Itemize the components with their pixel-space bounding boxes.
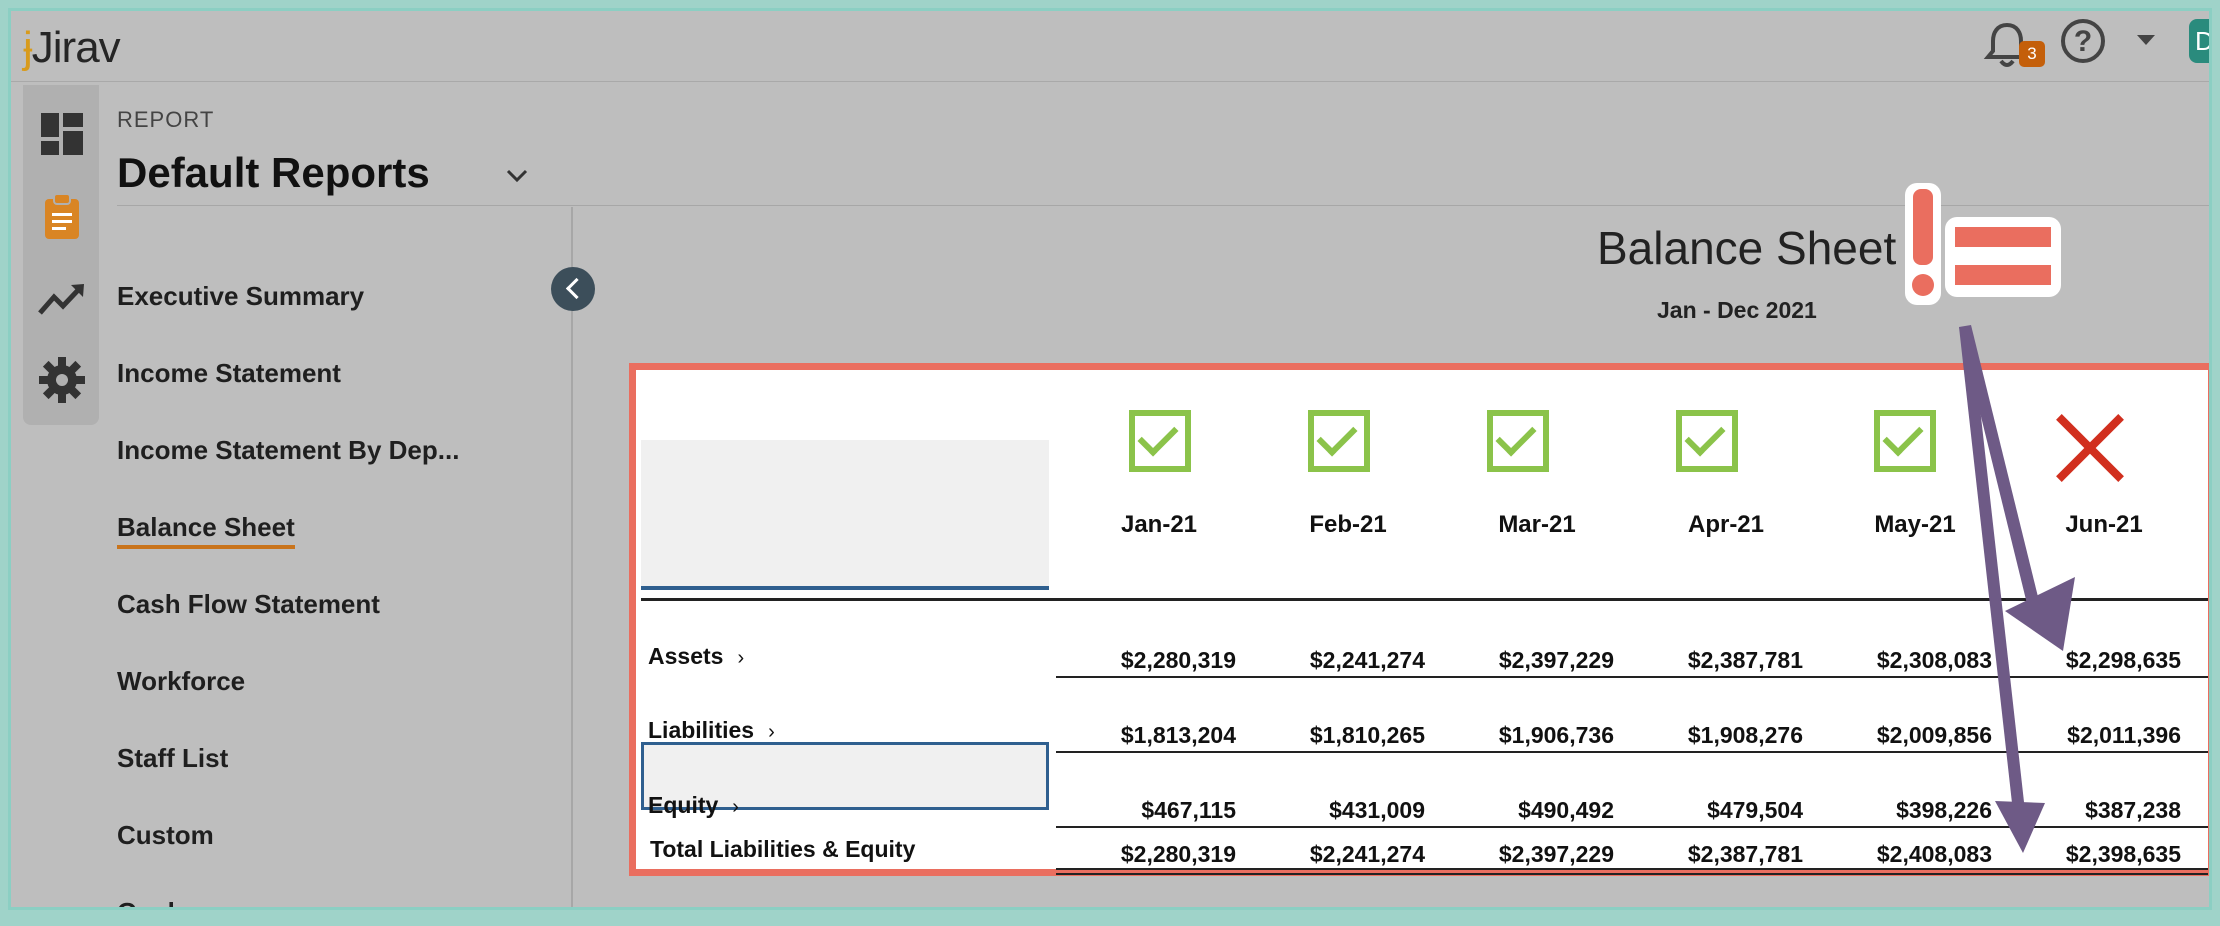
alert-list-icon	[1905, 183, 2061, 305]
cell-liabilities-feb: $1,810,265	[1309, 722, 1425, 748]
cell-assets-may: $2,308,083	[1876, 647, 1992, 673]
month-header-may: May-21	[1874, 511, 1956, 538]
sidebar-item-balance-sheet[interactable]: Balance Sheet	[117, 512, 295, 549]
status-x-icon	[2052, 410, 2128, 486]
month-header-jan: Jan-21	[1120, 511, 1198, 538]
help-icon[interactable]: ?	[2061, 19, 2105, 63]
chevron-right-icon[interactable]: ›	[768, 721, 775, 743]
sidebar-item-cash-flow-statement[interactable]: Cash Flow Statement	[117, 589, 380, 619]
chevron-right-icon[interactable]: ›	[732, 796, 739, 818]
chevron-down-icon[interactable]	[2137, 35, 2155, 45]
app-window: ɉJirav 3 ? D	[8, 8, 2212, 910]
cell-assets-feb: $2,241,274	[1309, 647, 1425, 673]
clipboard-icon[interactable]	[37, 191, 87, 241]
report-title: Balance Sheet	[1597, 222, 1897, 274]
jirav-logo[interactable]: ɉJirav	[23, 23, 121, 72]
gear-icon[interactable]	[37, 355, 87, 405]
cell-liabilities-jan: $1,813,204	[1120, 722, 1236, 748]
icon-rail	[23, 85, 99, 425]
cell-liabilities-jun: $2,011,396	[2067, 722, 2181, 748]
month-header-mar: Mar-21	[1498, 511, 1576, 538]
row-label-assets[interactable]: Assets ›	[648, 643, 745, 669]
sidebar-item-income-statement-by-dept[interactable]: Income Statement By Dep...	[117, 435, 460, 465]
row-rule	[1056, 826, 2208, 828]
notification-count-badge: 3	[2019, 41, 2045, 67]
header-divider	[117, 205, 2209, 206]
avatar[interactable]: D	[2189, 19, 2209, 63]
chevron-right-icon[interactable]: ›	[737, 647, 745, 669]
cell-total-jan: $2,280,319	[1120, 841, 1236, 867]
cell-total-feb: $2,241,274	[1309, 841, 1425, 867]
status-check-icon	[1129, 410, 1191, 472]
cell-total-may: $2,408,083	[1876, 841, 1992, 867]
row-rule	[1056, 676, 2208, 678]
total-double-rule	[1056, 868, 2208, 870]
sidebar-item-staff-list[interactable]: Staff List	[117, 743, 229, 773]
cell-equity-mar: $490,492	[1518, 797, 1614, 823]
cell-assets-jun: $2,298,635	[2065, 647, 2181, 673]
status-check-icon	[1676, 410, 1738, 472]
row-label-total: Total Liabilities & Equity	[650, 836, 916, 862]
cell-equity-feb: $431,009	[1329, 797, 1425, 823]
cell-liabilities-may: $2,009,856	[1876, 722, 1992, 748]
cell-assets-jan: $2,280,319	[1120, 647, 1236, 673]
total-double-rule	[1056, 873, 2208, 875]
sidebar-item-custom[interactable]: Custom	[117, 820, 214, 850]
status-check-icon	[1487, 410, 1549, 472]
cell-liabilities-apr: $1,908,276	[1687, 722, 1803, 748]
page-title[interactable]: Default Reports	[117, 149, 430, 196]
balance-sheet-table: Jan-21 Feb-21 Mar-21 Apr-21 May-21 Jun-2…	[629, 363, 2209, 876]
cell-equity-may: $398,226	[1896, 797, 1992, 823]
cell-total-jun: $2,398,635	[2065, 841, 2181, 867]
bell-icon[interactable]	[1983, 19, 2031, 71]
month-header-feb: Feb-21	[1309, 511, 1387, 538]
sidebar-item-income-statement[interactable]: Income Statement	[117, 358, 341, 388]
status-check-icon	[1308, 410, 1370, 472]
row-label-liabilities[interactable]: Liabilities ›	[648, 717, 775, 743]
cell-equity-jan: $467,115	[1141, 797, 1236, 823]
sidebar-item-workforce[interactable]: Workforce	[117, 666, 246, 696]
cell-total-apr: $2,387,781	[1687, 841, 1803, 867]
cell-assets-apr: $2,387,781	[1687, 647, 1803, 673]
cell-liabilities-mar: $1,906,736	[1498, 722, 1614, 748]
cell-total-mar: $2,397,229	[1498, 841, 1614, 867]
report-period: Jan - Dec 2021	[1657, 297, 1817, 323]
sidebar-item-goals[interactable]: Goals	[117, 897, 189, 907]
cell-assets-mar: $2,397,229	[1498, 647, 1614, 673]
section-label: REPORT	[117, 107, 215, 132]
header-rule	[641, 598, 2208, 601]
month-header-jun: Jun-21	[2065, 511, 2143, 538]
status-check-icon	[1874, 410, 1936, 472]
row-label-equity[interactable]: Equity ›	[648, 792, 739, 818]
month-header-apr: Apr-21	[1687, 511, 1765, 538]
dashboard-icon[interactable]	[37, 109, 87, 159]
header-corner-cell	[641, 440, 1049, 590]
top-bar: ɉJirav 3 ? D	[11, 11, 2209, 82]
cell-equity-jun: $387,238	[2085, 797, 2181, 823]
row-rule	[1056, 751, 2208, 753]
chevron-down-icon[interactable]	[503, 161, 531, 189]
sidebar-item-executive-summary[interactable]: Executive Summary	[117, 281, 365, 311]
collapse-sidebar-button[interactable]	[551, 267, 595, 311]
cell-equity-apr: $479,504	[1707, 797, 1803, 823]
selected-row-highlight	[641, 742, 1049, 810]
sidebar-divider	[571, 207, 573, 907]
trending-up-icon[interactable]	[37, 275, 87, 325]
